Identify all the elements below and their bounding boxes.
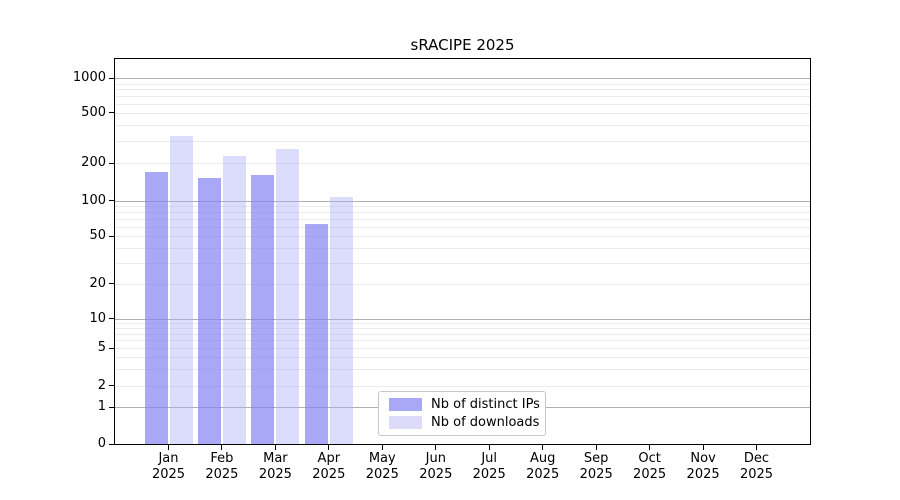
major-gridline xyxy=(115,78,810,80)
legend-item-distinct-ips: Nb of distinct IPs xyxy=(389,397,540,412)
y-tick-label: 10 xyxy=(89,310,106,326)
y-tick-label: 0 xyxy=(97,436,106,451)
y-tick-label: 2 xyxy=(97,377,106,393)
bar-distinct-ips-jan xyxy=(144,172,168,444)
minor-gridline xyxy=(115,89,810,91)
bar-downloads-apr xyxy=(329,196,353,444)
minor-gridline xyxy=(115,96,810,98)
x-tickmark xyxy=(756,445,757,450)
minor-gridline xyxy=(115,236,810,238)
minor-gridline xyxy=(115,226,810,228)
y-tickmark xyxy=(109,347,114,349)
major-gridline xyxy=(115,200,810,202)
y-tick-label: 50 xyxy=(89,228,106,244)
y-tick-label: 5 xyxy=(97,340,106,356)
legend-swatch-downloads xyxy=(389,416,422,429)
bar-downloads-mar xyxy=(276,149,300,444)
x-tickmark xyxy=(702,445,704,450)
y-tick-label: 1000 xyxy=(72,70,106,86)
x-tickmark xyxy=(488,445,490,450)
x-tick-label-may: May 2025 xyxy=(365,451,399,482)
minor-gridline xyxy=(115,333,810,335)
x-tickmark xyxy=(649,445,651,450)
y-tickmark xyxy=(109,283,114,284)
y-tickmark xyxy=(109,318,114,319)
minor-gridline xyxy=(115,357,810,359)
x-tickmark xyxy=(168,445,169,450)
minor-gridline xyxy=(115,112,810,114)
bar-distinct-ips-apr xyxy=(304,224,328,444)
minor-gridline xyxy=(115,125,810,127)
x-tick-label-feb: Feb 2025 xyxy=(205,451,239,482)
minor-gridline xyxy=(115,247,810,249)
x-tick-label-nov: Nov 2025 xyxy=(686,451,720,482)
y-tickmark xyxy=(109,235,114,237)
y-tickmark xyxy=(109,385,114,386)
x-tickmark xyxy=(542,445,544,450)
legend-label-downloads: Nb of downloads xyxy=(431,415,540,430)
x-tick-label-mar: Mar 2025 xyxy=(258,451,292,482)
legend: Nb of distinct IPs Nb of downloads xyxy=(378,391,546,436)
x-tick-label-jun: Jun 2025 xyxy=(419,451,453,482)
x-tickmark xyxy=(595,445,597,450)
y-tickmark xyxy=(109,162,114,164)
x-tickmark xyxy=(381,445,383,450)
y-tickmark xyxy=(109,77,114,79)
major-gridline xyxy=(115,318,810,320)
minor-gridline xyxy=(115,141,810,142)
y-tick-label: 100 xyxy=(81,192,106,208)
y-tick-label: 20 xyxy=(89,275,106,291)
x-tick-label-jan: Jan 2025 xyxy=(151,451,186,482)
x-tick-label-oct: Oct 2025 xyxy=(633,451,667,482)
x-tickmark xyxy=(328,445,330,450)
legend-item-downloads: Nb of downloads xyxy=(389,415,539,430)
y-tick-label: 1 xyxy=(97,399,106,415)
x-tickmark xyxy=(221,445,223,450)
legend-label-distinct-ips: Nb of distinct IPs xyxy=(431,397,540,412)
minor-gridline xyxy=(115,206,810,208)
minor-gridline xyxy=(115,328,810,329)
minor-gridline xyxy=(115,340,810,342)
x-tick-label-dec: Dec 2025 xyxy=(739,451,774,482)
minor-gridline xyxy=(115,212,810,214)
minor-gridline xyxy=(115,103,810,105)
y-tick-label: 200 xyxy=(81,155,106,171)
minor-gridline xyxy=(115,348,810,350)
minor-gridline xyxy=(115,83,810,85)
minor-gridline xyxy=(115,369,810,370)
y-tickmark xyxy=(109,112,114,114)
minor-gridline xyxy=(115,262,810,264)
legend-swatch-distinct-ips xyxy=(389,398,422,411)
minor-gridline xyxy=(115,323,810,324)
bar-downloads-feb xyxy=(222,156,246,444)
x-tickmark xyxy=(435,445,437,450)
x-tick-label-aug: Aug 2025 xyxy=(526,451,560,482)
y-tickmark xyxy=(109,200,114,202)
bar-distinct-ips-feb xyxy=(197,178,221,444)
y-tickmark xyxy=(109,406,114,408)
chart-title: sRACIPE 2025 xyxy=(410,36,515,54)
bar-downloads-jan xyxy=(169,135,193,444)
x-tick-label-apr: Apr 2025 xyxy=(312,451,346,482)
y-tickmark xyxy=(109,443,114,445)
minor-gridline xyxy=(115,218,810,220)
bar-distinct-ips-mar xyxy=(251,174,275,444)
x-tick-label-sep: Sep 2025 xyxy=(579,451,613,482)
x-tick-label-jul: Jul 2025 xyxy=(472,451,506,482)
plot-area xyxy=(114,58,811,445)
minor-gridline xyxy=(115,283,810,285)
minor-gridline xyxy=(115,163,810,165)
y-tick-label: 500 xyxy=(81,104,106,120)
x-tickmark xyxy=(274,445,276,450)
minor-gridline xyxy=(115,385,810,387)
